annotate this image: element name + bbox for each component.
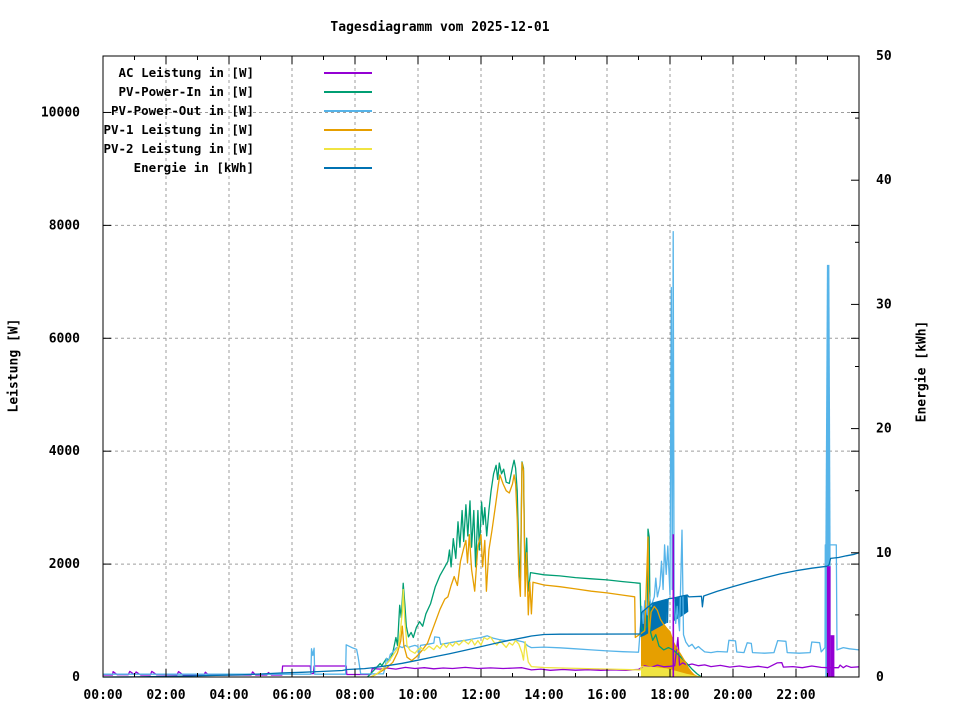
- legend-line-sample: [324, 147, 372, 150]
- x-axis-tick-label: 20:00: [713, 688, 752, 703]
- series-line-energie-in-kwh: [102, 552, 860, 678]
- left-axis-tick-label: 6000: [49, 331, 80, 346]
- series-area-ac-spike-column-2301: [826, 566, 831, 677]
- x-axis-tick-label: 10:00: [398, 688, 437, 703]
- legend-item: AC Leistung in [W]: [32, 63, 372, 82]
- right-axis-tick-label: 10: [876, 546, 892, 561]
- axis-ticks: [102, 55, 860, 678]
- legend-label: Energie in [kWh]: [133, 160, 254, 175]
- legend-item: Energie in [kWh]: [32, 158, 372, 177]
- x-axis-tick-label: 14:00: [524, 688, 563, 703]
- overlay-fills: [672, 534, 835, 677]
- x-axis-tick-label: 06:00: [272, 688, 311, 703]
- x-axis-tick-label: 12:00: [461, 688, 500, 703]
- legend-label: PV-Power-Out in [W]: [111, 103, 254, 118]
- legend-line-sample: [324, 109, 372, 112]
- legend-label: AC Leistung in [W]: [118, 65, 254, 80]
- legend-label: PV-2 Leistung in [W]: [103, 141, 254, 156]
- x-axis-tick-label: 08:00: [335, 688, 374, 703]
- right-axis-tick-label: 20: [876, 422, 892, 437]
- left-axis-tick-label: 8000: [49, 218, 80, 233]
- x-axis-tick-label: 04:00: [209, 688, 248, 703]
- legend-item: PV-Power-In in [W]: [32, 82, 372, 101]
- gridlines: [103, 56, 859, 677]
- legend-line-sample: [324, 90, 372, 93]
- legend: AC Leistung in [W] PV-Power-In in [W] PV-P…: [32, 63, 372, 177]
- left-axis-tick-label: 10000: [41, 105, 80, 120]
- chart-title: Tagesdiagramm vom 2025-12-01: [330, 20, 550, 35]
- series-area-ac-spike-column-2307: [830, 635, 835, 677]
- right-axis-tick-label: 0: [876, 670, 884, 685]
- left-axis-tick-label: 2000: [49, 557, 80, 572]
- x-axis-tick-label: 16:00: [587, 688, 626, 703]
- axis-tick-labels: 00:00 02:00 04:00 06:00 08:00 10:00 12:00 14:00…: [41, 49, 892, 703]
- legend-line-sample: [324, 128, 372, 131]
- area-fills: [640, 264, 831, 677]
- x-axis-tick-label: 18:00: [650, 688, 689, 703]
- series-line-pv-2-leistung-in-w: [370, 588, 702, 678]
- series-lines: [102, 230, 860, 678]
- right-axis-tick-label: 40: [876, 173, 892, 188]
- legend-line-sample: [324, 71, 372, 74]
- x-axis-tick-label: 00:00: [83, 688, 122, 703]
- legend-label: PV-1 Leistung in [W]: [103, 122, 254, 137]
- x-axis-tick-label: 22:00: [776, 688, 815, 703]
- left-axis-tick-label: 0: [72, 670, 80, 685]
- series-line-pv-1-leistung-in-w: [370, 461, 699, 678]
- x-axis-tick-label: 02:00: [146, 688, 185, 703]
- left-axis-tick-label: 4000: [49, 444, 80, 459]
- legend-line-sample: [324, 166, 372, 169]
- right-axis-tick-label: 30: [876, 297, 892, 312]
- legend-item: PV-2 Leistung in [W]: [32, 139, 372, 158]
- right-axis-tick-label: 50: [876, 49, 892, 64]
- legend-item: PV-Power-Out in [W]: [32, 101, 372, 120]
- legend-label: PV-Power-In in [W]: [118, 84, 254, 99]
- legend-item: PV-1 Leistung in [W]: [32, 120, 372, 139]
- series-area-ac-spike-column-1808: [672, 534, 675, 677]
